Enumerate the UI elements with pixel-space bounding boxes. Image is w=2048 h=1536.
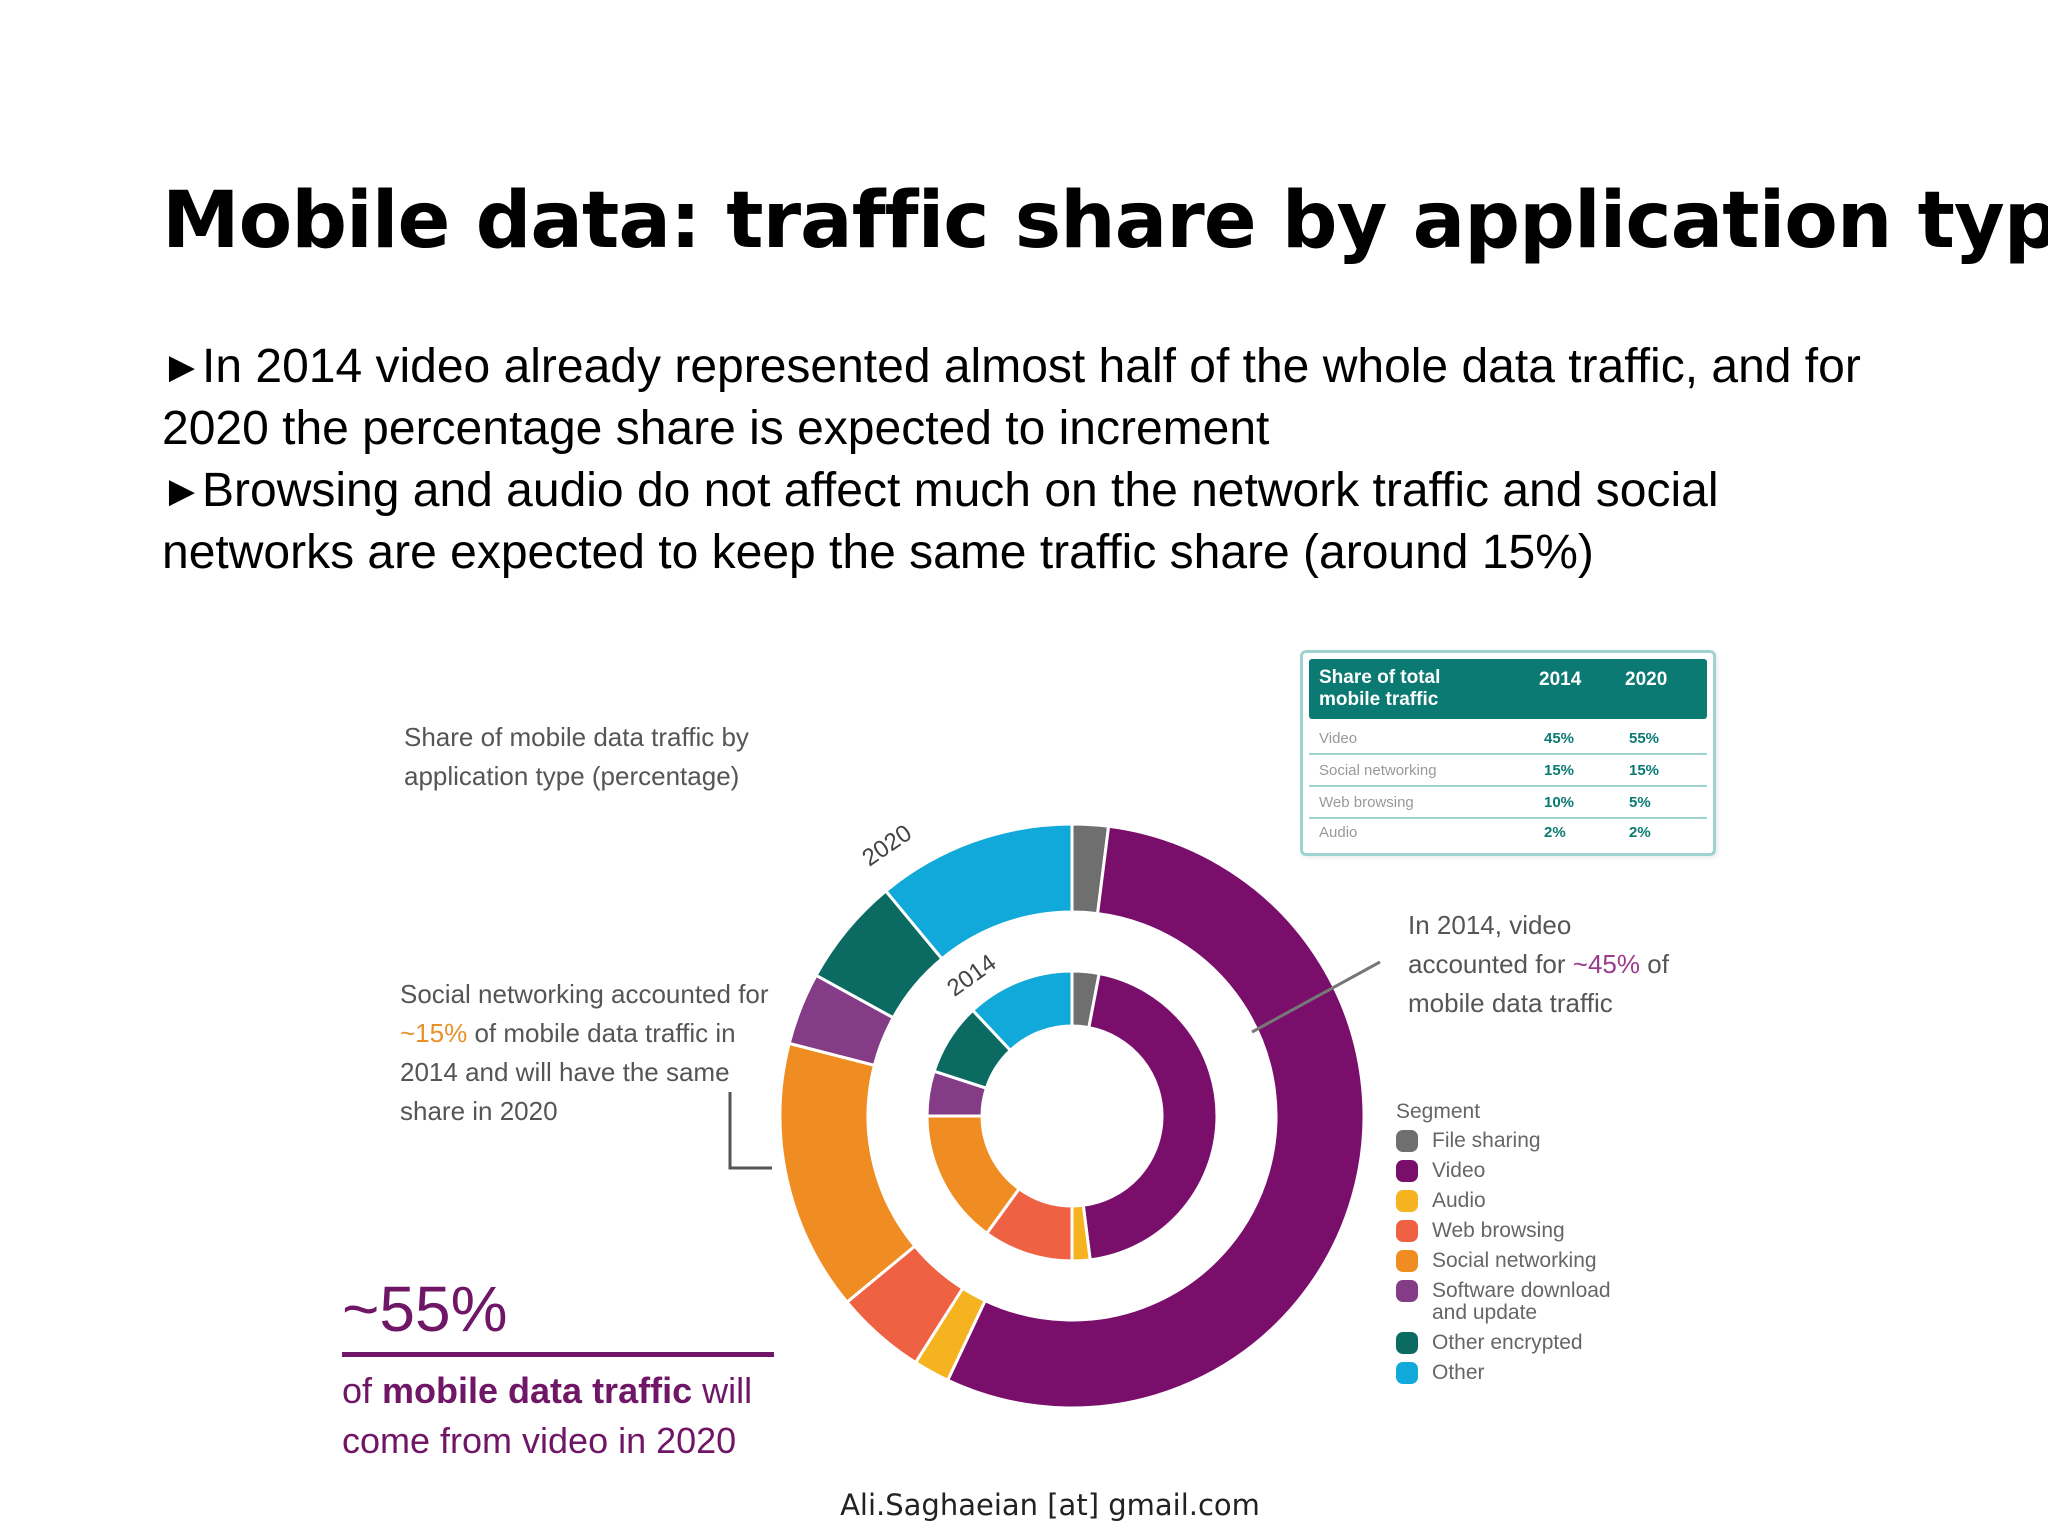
chart-title: Share of mobile data traffic by applicat… (404, 722, 749, 791)
legend-item: Other encrypted (1396, 1332, 1632, 1354)
legend-label: Web browsing (1432, 1219, 1565, 1242)
bullet-item: ▶ Browsing and audio do not affect much o… (162, 460, 1882, 584)
legend-swatch (1396, 1130, 1418, 1152)
legend-item: Other (1396, 1362, 1632, 1384)
legend-item: Software download and update (1396, 1280, 1632, 1324)
chart-legend: Segment File sharing Video Audio Web browsi… (1396, 1100, 1632, 1392)
triangle-bullet-icon: ▶ (168, 348, 196, 386)
table-row: Web browsing 10% 5% (1309, 787, 1707, 819)
legend-swatch (1396, 1332, 1418, 1354)
legend-label: Software download and update (1432, 1279, 1611, 1324)
legend-swatch (1396, 1280, 1418, 1302)
legend-swatch (1396, 1160, 1418, 1182)
donut-slice-2014-other (970, 969, 1074, 1053)
big-stat-caption: of mobile data traffic will come from vi… (342, 1370, 753, 1461)
donut-slice-2020-social-networking (778, 1041, 917, 1305)
legend-item: Audio (1396, 1190, 1632, 1212)
big-stat-divider (342, 1352, 774, 1357)
table-row: Audio 2% 2% (1319, 824, 1651, 841)
social-networking-annotation: Social networking accounted for ~15% of … (400, 979, 769, 1126)
legend-label: Other encrypted (1432, 1331, 1583, 1354)
legend-title: Segment (1396, 1100, 1481, 1123)
bullet-item: ▶ In 2014 video already represented almos… (162, 336, 1882, 460)
legend-swatch (1396, 1220, 1418, 1242)
legend-swatch (1396, 1362, 1418, 1384)
table-row: Video 45% 55% (1309, 723, 1707, 755)
legend-item: Social networking (1396, 1250, 1632, 1272)
table-header: Share of total mobile traffic 2014 2020 (1309, 659, 1707, 719)
legend-label: Social networking (1432, 1249, 1597, 1272)
donut-slice-2014-video (1081, 971, 1219, 1262)
legend-label: Audio (1432, 1189, 1486, 1212)
legend-label: File sharing (1432, 1129, 1541, 1152)
traffic-share-table: Share of total mobile traffic 2014 2020 … (1300, 650, 1716, 856)
big-stat-value: ~55% (342, 1273, 508, 1345)
social-annotation-bracket (728, 1092, 772, 1170)
donut-slice-2020-other (883, 822, 1074, 961)
table-header-year: 2014 (1539, 669, 1582, 690)
footer-email: Ali.Saghaeian [at] gmail.com (840, 1488, 1260, 1522)
legend-item: Web browsing (1396, 1220, 1632, 1242)
table-header-label: Share of total mobile traffic (1319, 667, 1441, 710)
ring-2020 (778, 822, 1366, 1410)
table-header-year: 2020 (1625, 669, 1668, 690)
legend-item: Video (1396, 1160, 1632, 1182)
bullet-text: In 2014 video already represented almost… (162, 340, 1861, 455)
table-row: Social networking 15% 15% (1309, 755, 1707, 787)
video-2014-annotation: In 2014, video accounted for ~45% of mob… (1408, 910, 1669, 1018)
ring-2014 (925, 969, 1219, 1263)
video-annotation-leader-line (1251, 960, 1381, 1034)
legend-swatch (1396, 1250, 1418, 1272)
bullet-text: Browsing and audio do not affect much on… (162, 464, 1719, 579)
legend-item: File sharing (1396, 1130, 1632, 1152)
donut-slice-2020-video (945, 824, 1366, 1410)
bullet-list: ▶ In 2014 video already represented almos… (162, 336, 1882, 584)
legend-label: Video (1432, 1159, 1486, 1182)
legend-swatch (1396, 1190, 1418, 1212)
ring-year-label: 2020 (857, 819, 916, 871)
slide-title: Mobile data: traffic share by applicatio… (162, 176, 2048, 266)
triangle-bullet-icon: ▶ (168, 472, 196, 510)
legend-label: Other (1432, 1361, 1485, 1384)
